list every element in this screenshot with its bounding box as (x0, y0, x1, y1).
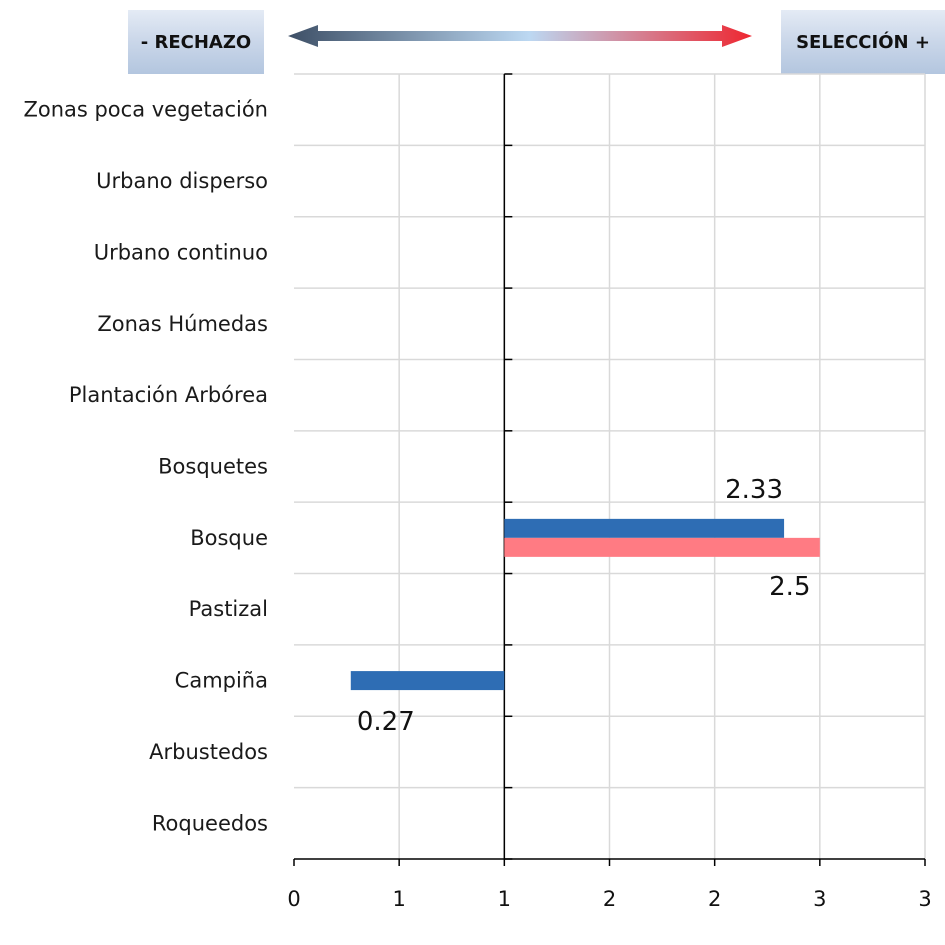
chart-axes (293, 73, 926, 866)
seleccion-label: SELECCIÓN + (781, 10, 945, 74)
data-label: 2.5 (769, 572, 810, 602)
x-tick-label: 0 (287, 887, 300, 911)
bar (504, 518, 785, 538)
x-tick-label: 2 (603, 887, 616, 911)
x-tick-label: 2 (708, 887, 721, 911)
category-label: Urbano disperso (96, 169, 268, 193)
x-tick-label: 1 (498, 887, 511, 911)
category-label: Bosquetes (158, 455, 268, 479)
rechazo-label: - RECHAZO (128, 10, 264, 74)
category-label: Bosque (190, 526, 268, 550)
bar (504, 537, 820, 557)
category-label: Urbano continuo (94, 240, 268, 264)
x-tick-label: 1 (392, 887, 405, 911)
category-label: Pastizal (189, 597, 268, 621)
category-label: Zonas poca vegetación (23, 98, 268, 122)
chart-bars (350, 518, 820, 691)
category-label: Plantación Arbórea (69, 383, 268, 407)
category-label: Zonas Húmedas (97, 312, 268, 336)
rechazo-seleccion-arrow (288, 25, 752, 47)
x-tick-label: 3 (813, 887, 826, 911)
category-label: Arbustedos (149, 740, 268, 764)
chart-grid (294, 73, 926, 859)
data-label: 2.33 (725, 475, 783, 505)
x-tick-labels: 0 1 1 2 2 3 3 (287, 887, 931, 911)
category-label: Roqueedos (152, 811, 268, 835)
data-labels: 2.33 2.5 0.27 (357, 475, 811, 737)
bar (350, 671, 505, 691)
x-tick-label: 3 (918, 887, 931, 911)
category-label: Campiña (175, 669, 268, 693)
category-labels: Zonas poca vegetación Urbano disperso Urba… (23, 98, 268, 836)
data-label: 0.27 (357, 707, 415, 737)
